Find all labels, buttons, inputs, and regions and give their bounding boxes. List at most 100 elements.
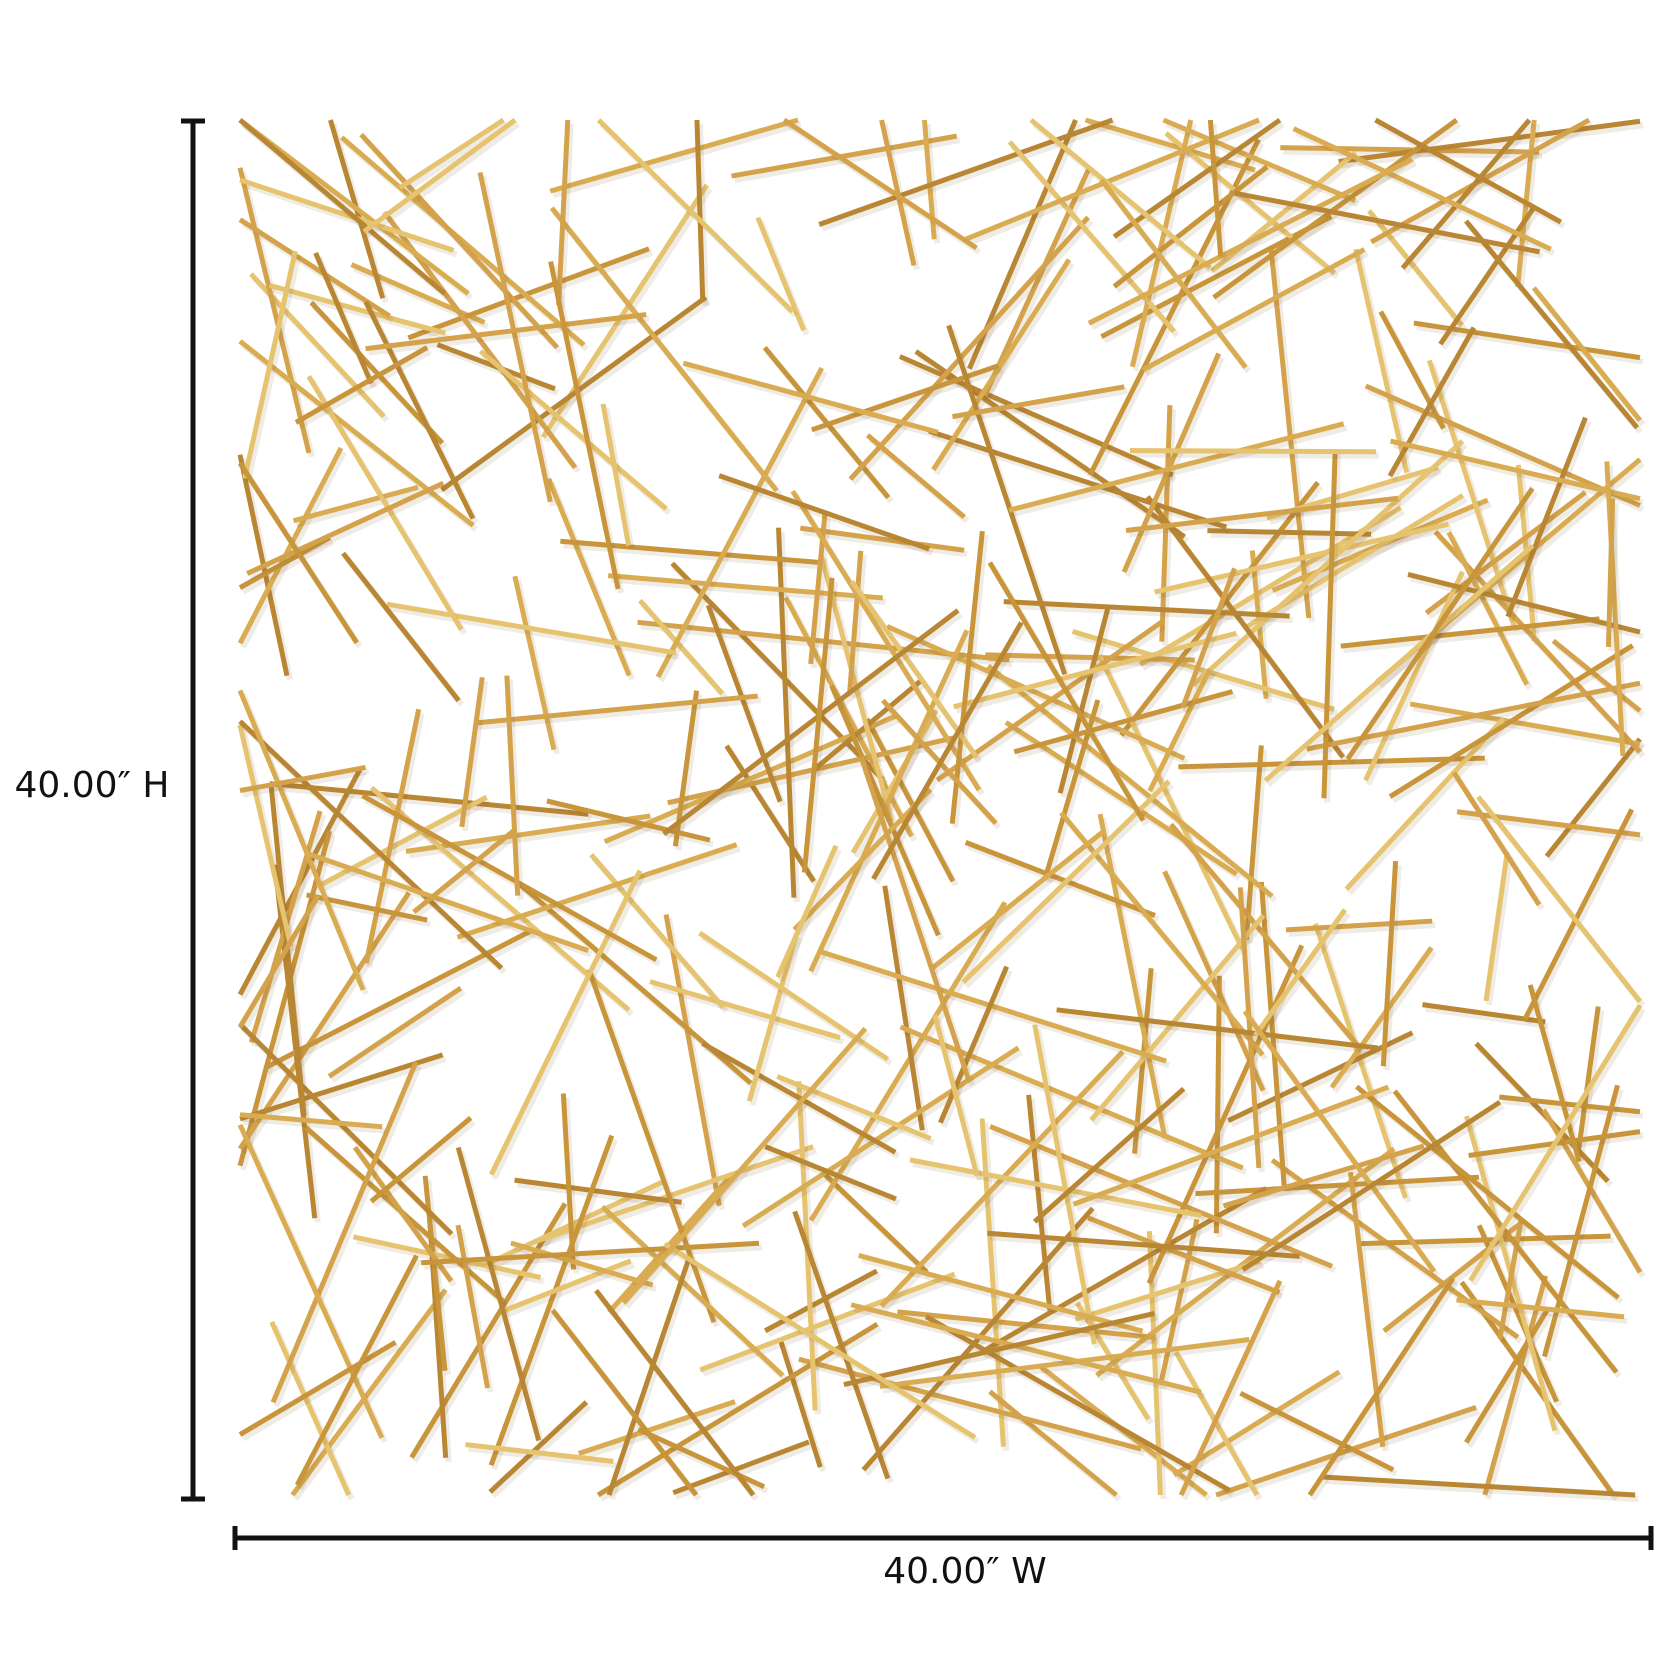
stick xyxy=(924,1314,1231,1493)
stick xyxy=(949,530,985,824)
stick xyxy=(988,1389,1118,1497)
stick xyxy=(510,1240,654,1288)
stick-shadow xyxy=(1091,917,1269,1126)
stick xyxy=(961,779,1171,985)
stick-shadow xyxy=(1486,856,1514,1006)
stick xyxy=(818,948,1167,1064)
stick xyxy=(1013,689,1234,755)
stick-shadow xyxy=(1350,1175,1389,1452)
stick xyxy=(1292,126,1552,252)
stick xyxy=(775,844,839,979)
stick-shadow xyxy=(1410,575,1644,640)
stick xyxy=(1464,1308,1550,1444)
stick xyxy=(1367,209,1464,327)
stick xyxy=(270,1061,419,1404)
stick-shadow xyxy=(685,364,942,440)
stick-shadow xyxy=(1198,1178,1483,1201)
stick-shadow xyxy=(563,1097,580,1274)
stick xyxy=(455,1146,542,1442)
stick xyxy=(1361,1233,1611,1247)
stick xyxy=(938,965,1009,1124)
width-label: 40.00″ W xyxy=(883,1551,1047,1592)
stick xyxy=(341,551,461,703)
stick xyxy=(409,1202,568,1459)
stick xyxy=(1285,918,1433,933)
stick-shadow xyxy=(1212,154,1361,278)
stick-shadow xyxy=(624,1030,871,1309)
stick xyxy=(362,117,517,234)
stick-shadow xyxy=(610,576,887,605)
stick-shadow xyxy=(1090,142,1265,481)
stick xyxy=(850,709,939,855)
stick xyxy=(850,1302,1202,1395)
stick-shadow xyxy=(804,581,839,877)
stick-shadow xyxy=(873,624,1027,885)
stick xyxy=(985,652,1195,663)
stick-shadow xyxy=(1499,1221,1528,1344)
stick xyxy=(600,403,632,547)
stick-shadow xyxy=(744,1049,1024,1233)
stick xyxy=(1456,809,1641,838)
stick-shadow xyxy=(930,432,1231,535)
wall-art xyxy=(237,117,1646,1502)
stick-shadow xyxy=(1343,619,1603,654)
stick-shadow xyxy=(1149,671,1216,797)
stick-shadow xyxy=(802,529,968,558)
stick-shadow xyxy=(954,387,1128,424)
stick xyxy=(989,1124,1334,1269)
stick-shadow xyxy=(1132,451,1380,459)
stick xyxy=(549,117,799,194)
stick xyxy=(1527,984,1582,1163)
stick-shadow xyxy=(664,611,963,841)
stick xyxy=(238,217,392,319)
stick-shadow xyxy=(292,1291,451,1501)
stick-shadow xyxy=(721,476,934,556)
stick-shadow xyxy=(552,121,802,199)
stick-shadow xyxy=(580,1402,739,1461)
stick xyxy=(1072,1084,1390,1207)
stick-shadow xyxy=(658,370,828,683)
stick-shadow xyxy=(1383,864,1402,1071)
stick xyxy=(606,1256,692,1496)
stick xyxy=(1162,117,1357,203)
stick xyxy=(1164,131,1336,275)
stick xyxy=(407,246,650,341)
stick xyxy=(871,621,1024,881)
stick-shadow xyxy=(244,254,302,483)
stick-shadow xyxy=(940,969,1013,1128)
stick xyxy=(488,1400,589,1494)
stick xyxy=(808,629,970,973)
stick xyxy=(242,250,298,479)
stick-shadow xyxy=(1210,123,1227,261)
stick-shadow xyxy=(851,219,1094,486)
stick xyxy=(849,580,979,760)
stick-shadow xyxy=(273,1065,422,1408)
stick-shadow xyxy=(675,1443,813,1500)
stick xyxy=(1125,495,1399,534)
stick xyxy=(778,1341,823,1468)
stick xyxy=(1476,795,1642,1004)
stick xyxy=(514,1177,682,1205)
stick xyxy=(1253,908,1347,1038)
stick-shadow xyxy=(1459,812,1644,842)
stick-shadow xyxy=(1323,453,1342,803)
stick xyxy=(1388,643,1634,799)
stick-shadow xyxy=(1165,121,1360,208)
stick xyxy=(808,901,1008,1222)
stick xyxy=(478,349,668,511)
stick-shadow xyxy=(1075,1088,1393,1212)
stick xyxy=(577,1399,736,1456)
stick xyxy=(412,828,516,914)
stick xyxy=(1222,1143,1425,1209)
stick-shadow xyxy=(821,952,1171,1068)
stick-shadow xyxy=(860,1256,1147,1339)
stick xyxy=(1026,1094,1053,1311)
stick xyxy=(237,1123,385,1439)
stick xyxy=(294,1254,419,1487)
stick-shadow xyxy=(1547,741,1646,863)
stick xyxy=(309,300,445,445)
stick-shadow xyxy=(506,679,524,900)
stick-shadow xyxy=(652,982,844,1045)
stick xyxy=(238,535,331,590)
stick xyxy=(1392,1089,1619,1374)
